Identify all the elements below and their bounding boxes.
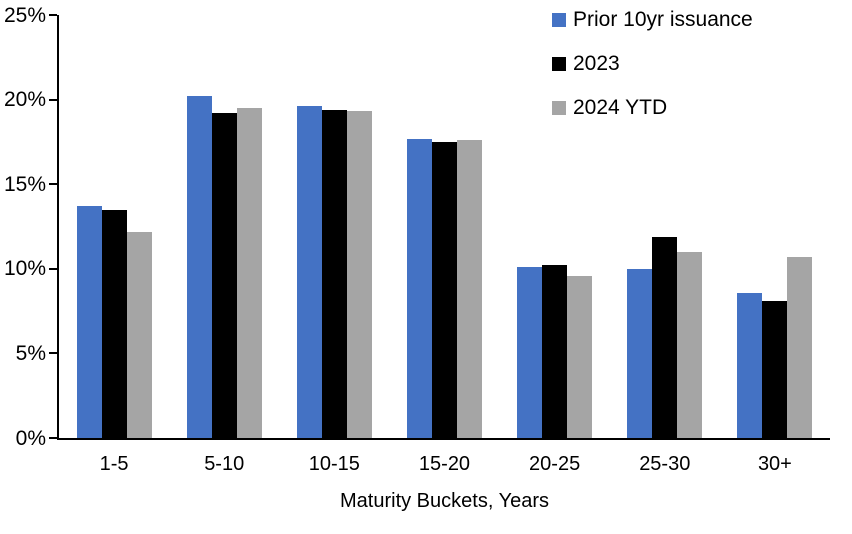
bar-2023-15-20 xyxy=(431,141,457,438)
x-tick-label-1-5: 1-5 xyxy=(99,453,129,475)
x-axis-title: Maturity Buckets, Years xyxy=(340,490,549,512)
legend-label: 2023 xyxy=(573,52,620,75)
bar-2024-ytd-30plus xyxy=(787,256,813,438)
legend-entry-prior-10yr-issuance: Prior 10yr issuance xyxy=(552,6,753,33)
legend-label: 2024 YTD xyxy=(573,96,668,119)
bar-group-1-5 xyxy=(59,15,169,438)
x-tick-label-15-20: 15-20 xyxy=(418,453,471,475)
bar-prior-10yr-issuance-5-10 xyxy=(186,96,212,438)
bar-2023-1-5 xyxy=(101,209,127,438)
legend-swatch-icon xyxy=(552,100,566,115)
bar-series-container xyxy=(59,15,830,438)
legend-entry-2024-ytd: 2024 YTD xyxy=(552,94,753,121)
bar-2024-ytd-20-25 xyxy=(567,275,593,438)
y-tick-mark xyxy=(49,98,57,101)
bar-2024-ytd-5-10 xyxy=(236,108,262,438)
bar-prior-10yr-issuance-10-15 xyxy=(296,106,322,438)
y-tick-label-0: 0% xyxy=(15,426,46,450)
x-tick-label-5-10: 5-10 xyxy=(204,453,245,475)
legend-swatch-icon xyxy=(552,12,566,27)
bar-2024-ytd-25-30 xyxy=(677,251,703,438)
y-tick-mark xyxy=(49,14,57,16)
legend-label: Prior 10yr issuance xyxy=(573,8,753,31)
bar-group-10-15 xyxy=(279,15,389,438)
bar-2023-5-10 xyxy=(211,113,237,438)
y-tick-mark xyxy=(49,183,57,186)
bar-2023-20-25 xyxy=(542,265,568,438)
y-tick-mark xyxy=(49,352,57,355)
bar-2023-30plus xyxy=(762,300,788,438)
legend-swatch-icon xyxy=(552,56,566,71)
bar-2024-ytd-15-20 xyxy=(456,140,482,438)
bar-2023-25-30 xyxy=(652,236,678,438)
legend-entry-2023: 2023 xyxy=(552,50,753,77)
bar-2024-ytd-10-15 xyxy=(346,111,372,438)
y-tick-label-20: 20% xyxy=(3,88,46,112)
bar-2024-ytd-1-5 xyxy=(126,231,152,438)
x-tick-label-30plus: 30+ xyxy=(757,453,792,475)
plot-area xyxy=(57,15,830,440)
bar-prior-10yr-issuance-15-20 xyxy=(406,138,432,438)
x-tick-label-20-25: 20-25 xyxy=(529,453,581,475)
legend: Prior 10yr issuance 2023 2024 YTD xyxy=(552,6,753,138)
y-tick-label-5: 5% xyxy=(15,341,46,365)
bar-prior-10yr-issuance-1-5 xyxy=(76,206,102,438)
x-tick-label-25-30: 25-30 xyxy=(639,453,691,475)
x-tick-label-10-15: 10-15 xyxy=(308,453,360,475)
y-tick-label-15: 15% xyxy=(3,172,46,196)
y-tick-mark xyxy=(49,437,57,439)
bar-group-5-10 xyxy=(169,15,279,438)
bar-2023-10-15 xyxy=(321,109,347,438)
y-tick-mark xyxy=(49,267,57,270)
bar-group-30plus xyxy=(720,15,830,438)
y-tick-label-10: 10% xyxy=(3,257,46,281)
bar-prior-10yr-issuance-25-30 xyxy=(627,268,653,438)
bar-group-20-25 xyxy=(500,15,610,438)
bar-prior-10yr-issuance-20-25 xyxy=(517,267,543,438)
y-tick-label-25: 25% xyxy=(3,3,46,27)
x-axis-labels: 1-5 5-10 10-15 15-20 20-25 25-30 30+ xyxy=(59,452,830,476)
bar-group-25-30 xyxy=(610,15,720,438)
bar-group-15-20 xyxy=(389,15,499,438)
bar-prior-10yr-issuance-30plus xyxy=(737,292,763,438)
